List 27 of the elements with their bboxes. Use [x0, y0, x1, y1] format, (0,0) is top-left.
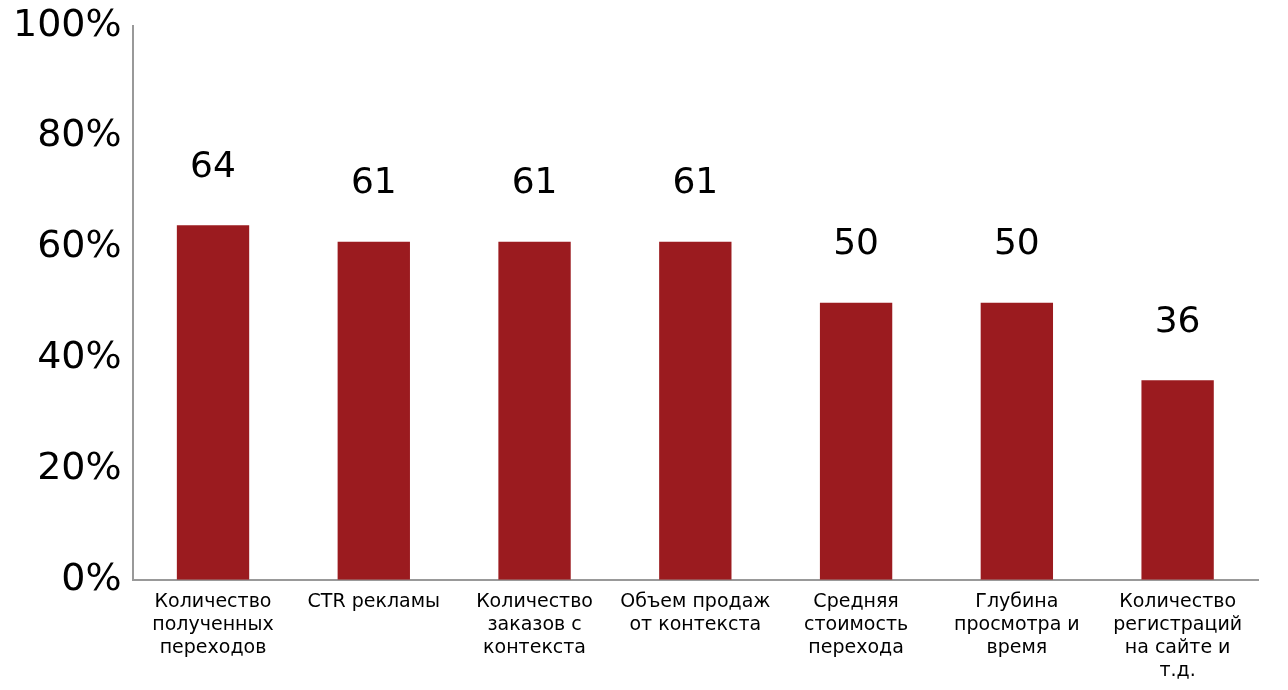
x-tick-label: Объем продаж от контекста	[620, 589, 771, 634]
y-tick-label: 100%	[13, 0, 122, 45]
x-tick-label: CTR рекламы	[307, 589, 441, 612]
y-tick-label: 60%	[37, 222, 122, 267]
x-tick-label: Количество регистраций на сайте и т.д.	[1113, 589, 1243, 680]
bar	[819, 302, 893, 580]
y-tick-label: 20%	[37, 443, 122, 488]
bar	[980, 302, 1054, 580]
bar	[1141, 380, 1214, 580]
y-tick-label: 0%	[61, 554, 122, 599]
x-tick-label: Средняя стоимость перехода	[804, 589, 909, 657]
data-label: 36	[1154, 298, 1201, 340]
data-label: 50	[993, 221, 1040, 263]
y-tick-label: 80%	[37, 111, 122, 156]
data-label: 61	[511, 160, 558, 202]
data-label: 61	[350, 160, 397, 202]
bar	[498, 241, 571, 580]
data-label: 50	[833, 221, 879, 263]
x-tick-label: Глубина просмотра и время	[954, 589, 1080, 657]
y-tick-label: 40%	[37, 333, 122, 378]
bar	[176, 225, 250, 580]
bar	[659, 241, 732, 580]
x-tick-label: Количество заказов с контекста	[476, 589, 593, 657]
data-label: 61	[672, 160, 719, 202]
bar	[337, 241, 410, 580]
x-tick-label: Количество полученных переходов	[152, 589, 274, 657]
data-label: 64	[190, 143, 236, 185]
